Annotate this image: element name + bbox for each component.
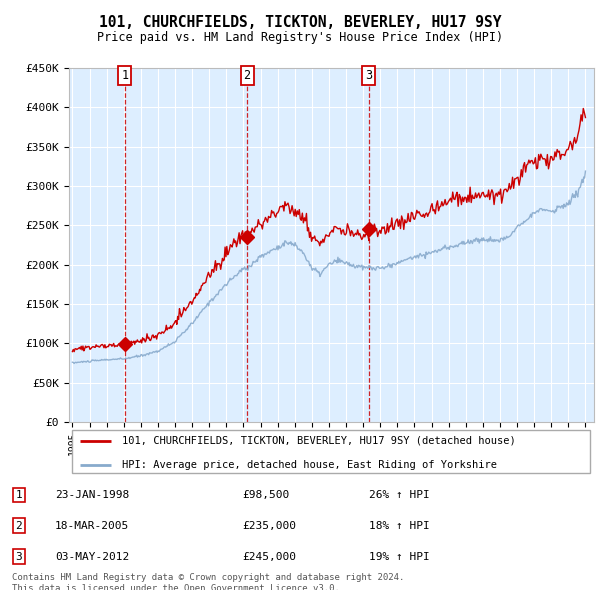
- Text: 101, CHURCHFIELDS, TICKTON, BEVERLEY, HU17 9SY (detached house): 101, CHURCHFIELDS, TICKTON, BEVERLEY, HU…: [121, 436, 515, 446]
- Text: 03-MAY-2012: 03-MAY-2012: [55, 552, 130, 562]
- Text: £245,000: £245,000: [242, 552, 296, 562]
- Text: 26% ↑ HPI: 26% ↑ HPI: [369, 490, 430, 500]
- Text: 3: 3: [365, 69, 373, 82]
- Text: HPI: Average price, detached house, East Riding of Yorkshire: HPI: Average price, detached house, East…: [121, 460, 497, 470]
- Text: 101, CHURCHFIELDS, TICKTON, BEVERLEY, HU17 9SY: 101, CHURCHFIELDS, TICKTON, BEVERLEY, HU…: [99, 15, 501, 30]
- Text: 1: 1: [121, 69, 128, 82]
- Text: 23-JAN-1998: 23-JAN-1998: [55, 490, 130, 500]
- Text: 19% ↑ HPI: 19% ↑ HPI: [369, 552, 430, 562]
- Text: 3: 3: [16, 552, 22, 562]
- Text: £98,500: £98,500: [242, 490, 290, 500]
- Text: 2: 2: [16, 521, 22, 531]
- Text: 2: 2: [244, 69, 251, 82]
- Text: 1: 1: [16, 490, 22, 500]
- Text: 18% ↑ HPI: 18% ↑ HPI: [369, 521, 430, 531]
- Text: 18-MAR-2005: 18-MAR-2005: [55, 521, 130, 531]
- FancyBboxPatch shape: [71, 430, 590, 473]
- Text: £235,000: £235,000: [242, 521, 296, 531]
- Text: Price paid vs. HM Land Registry's House Price Index (HPI): Price paid vs. HM Land Registry's House …: [97, 31, 503, 44]
- Text: Contains HM Land Registry data © Crown copyright and database right 2024.
This d: Contains HM Land Registry data © Crown c…: [12, 573, 404, 590]
